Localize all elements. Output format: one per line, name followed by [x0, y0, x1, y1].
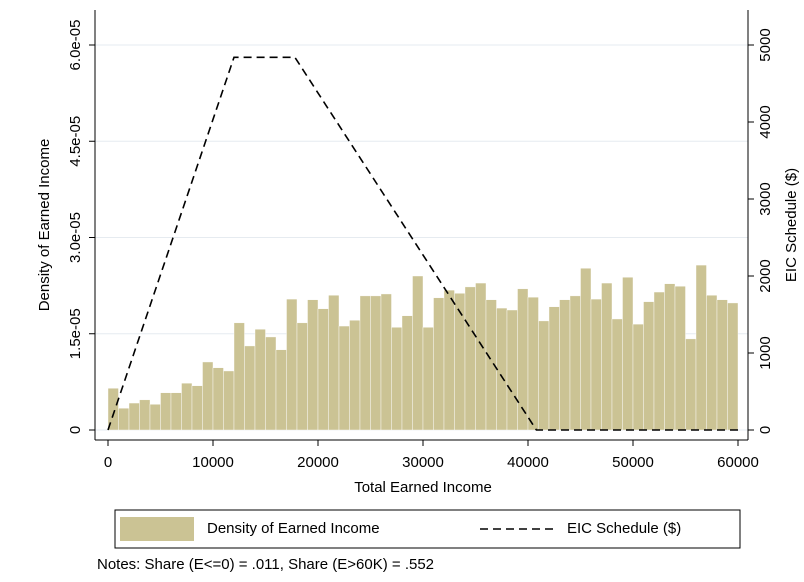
histogram-bar	[674, 286, 686, 431]
histogram-bar	[727, 302, 739, 431]
histogram-bar	[559, 299, 571, 431]
x-tick-label: 30000	[402, 454, 444, 471]
y2-axis-title: EIC Schedule ($)	[783, 168, 800, 282]
eic-line	[107, 56, 738, 431]
histogram-bar	[475, 282, 487, 431]
histogram-bar	[611, 318, 623, 431]
histogram-bar	[359, 295, 371, 431]
histogram-bar	[632, 323, 644, 431]
histogram-bar	[548, 306, 560, 431]
histogram-bar	[391, 327, 403, 431]
x-tick-label: 40000	[507, 454, 549, 471]
histogram-bar	[275, 349, 287, 431]
histogram-bar	[307, 299, 319, 431]
histogram-bar	[128, 402, 140, 431]
axes	[89, 10, 754, 446]
y2-tick-label: 1000	[757, 336, 774, 369]
histogram-bar	[349, 320, 361, 431]
histogram-bar	[338, 325, 350, 431]
x-tick-label: 20000	[297, 454, 339, 471]
histogram-bar	[370, 295, 382, 431]
y2-tick-label: 4000	[757, 105, 774, 138]
histogram-bar	[622, 277, 634, 431]
histogram-bar	[496, 307, 508, 431]
histogram-bar	[202, 361, 214, 431]
x-axis-title: Total Earned Income	[354, 479, 492, 496]
histogram-bar	[664, 283, 676, 431]
histogram-bar	[706, 295, 718, 431]
histogram-bar	[443, 289, 455, 431]
y-tick-label: 4.5e-05	[67, 116, 84, 167]
histogram-bar	[160, 392, 172, 431]
legend-label: EIC Schedule ($)	[567, 520, 681, 537]
histogram-bar	[580, 268, 592, 431]
histogram-bar	[223, 370, 235, 431]
histogram-bar	[506, 309, 518, 431]
histogram-bar	[695, 264, 707, 431]
histogram-bar	[401, 315, 413, 431]
marks	[107, 56, 739, 431]
y-axis-title: Density of Earned Income	[36, 139, 53, 312]
histogram-bar	[569, 295, 581, 431]
histogram-bar	[538, 320, 550, 431]
histogram-bar	[412, 275, 424, 431]
histogram-bar	[380, 293, 392, 431]
y-tick-label: 6.0e-05	[67, 20, 84, 71]
histogram-bar	[244, 345, 256, 431]
histogram-bar	[685, 338, 697, 431]
histogram-bar	[149, 404, 161, 431]
histogram-bar	[464, 286, 476, 431]
legend-box	[114, 509, 741, 549]
x-tick-label: 0	[104, 454, 112, 471]
histogram-bar	[181, 382, 193, 431]
y2-tick-label: 2000	[757, 259, 774, 292]
y-tick-label: 3.0e-05	[67, 212, 84, 263]
histogram-bar	[653, 291, 665, 431]
y-tick-label: 0	[67, 426, 84, 434]
legend-swatch	[120, 517, 194, 541]
legend: Density of Earned Income EIC Schedule ($…	[114, 509, 741, 549]
histogram-bar	[454, 293, 466, 431]
histogram-bar	[254, 329, 266, 431]
y-tick-label: 1.5e-05	[67, 308, 84, 359]
x-tick-label: 10000	[192, 454, 234, 471]
histogram-bar	[433, 297, 445, 431]
histogram-bar	[590, 298, 602, 431]
x-tick-label: 60000	[717, 454, 759, 471]
histogram-bar	[643, 301, 655, 431]
histogram-bar	[527, 296, 539, 431]
histogram-bar	[233, 322, 245, 431]
histogram-bar	[422, 327, 434, 431]
histogram-bar	[601, 282, 613, 431]
histogram-bar	[139, 399, 151, 431]
histogram-bar	[191, 385, 203, 431]
histogram-bar	[328, 295, 340, 431]
histogram-bar	[118, 407, 130, 431]
histogram-bar	[170, 392, 182, 431]
histogram-bar	[317, 308, 329, 431]
y2-tick-label: 0	[757, 426, 774, 434]
note: Notes: Share (E<=0) = .011, Share (E>60K…	[97, 556, 434, 573]
histogram-bar	[212, 367, 224, 431]
histogram-bar	[265, 336, 277, 431]
histogram-bar	[286, 298, 298, 431]
x-tick-label: 50000	[612, 454, 654, 471]
legend-label: Density of Earned Income	[207, 520, 380, 537]
histogram-bar	[296, 322, 308, 431]
histogram-bar	[716, 299, 728, 431]
y2-tick-label: 3000	[757, 182, 774, 215]
y2-tick-label: 5000	[757, 28, 774, 61]
